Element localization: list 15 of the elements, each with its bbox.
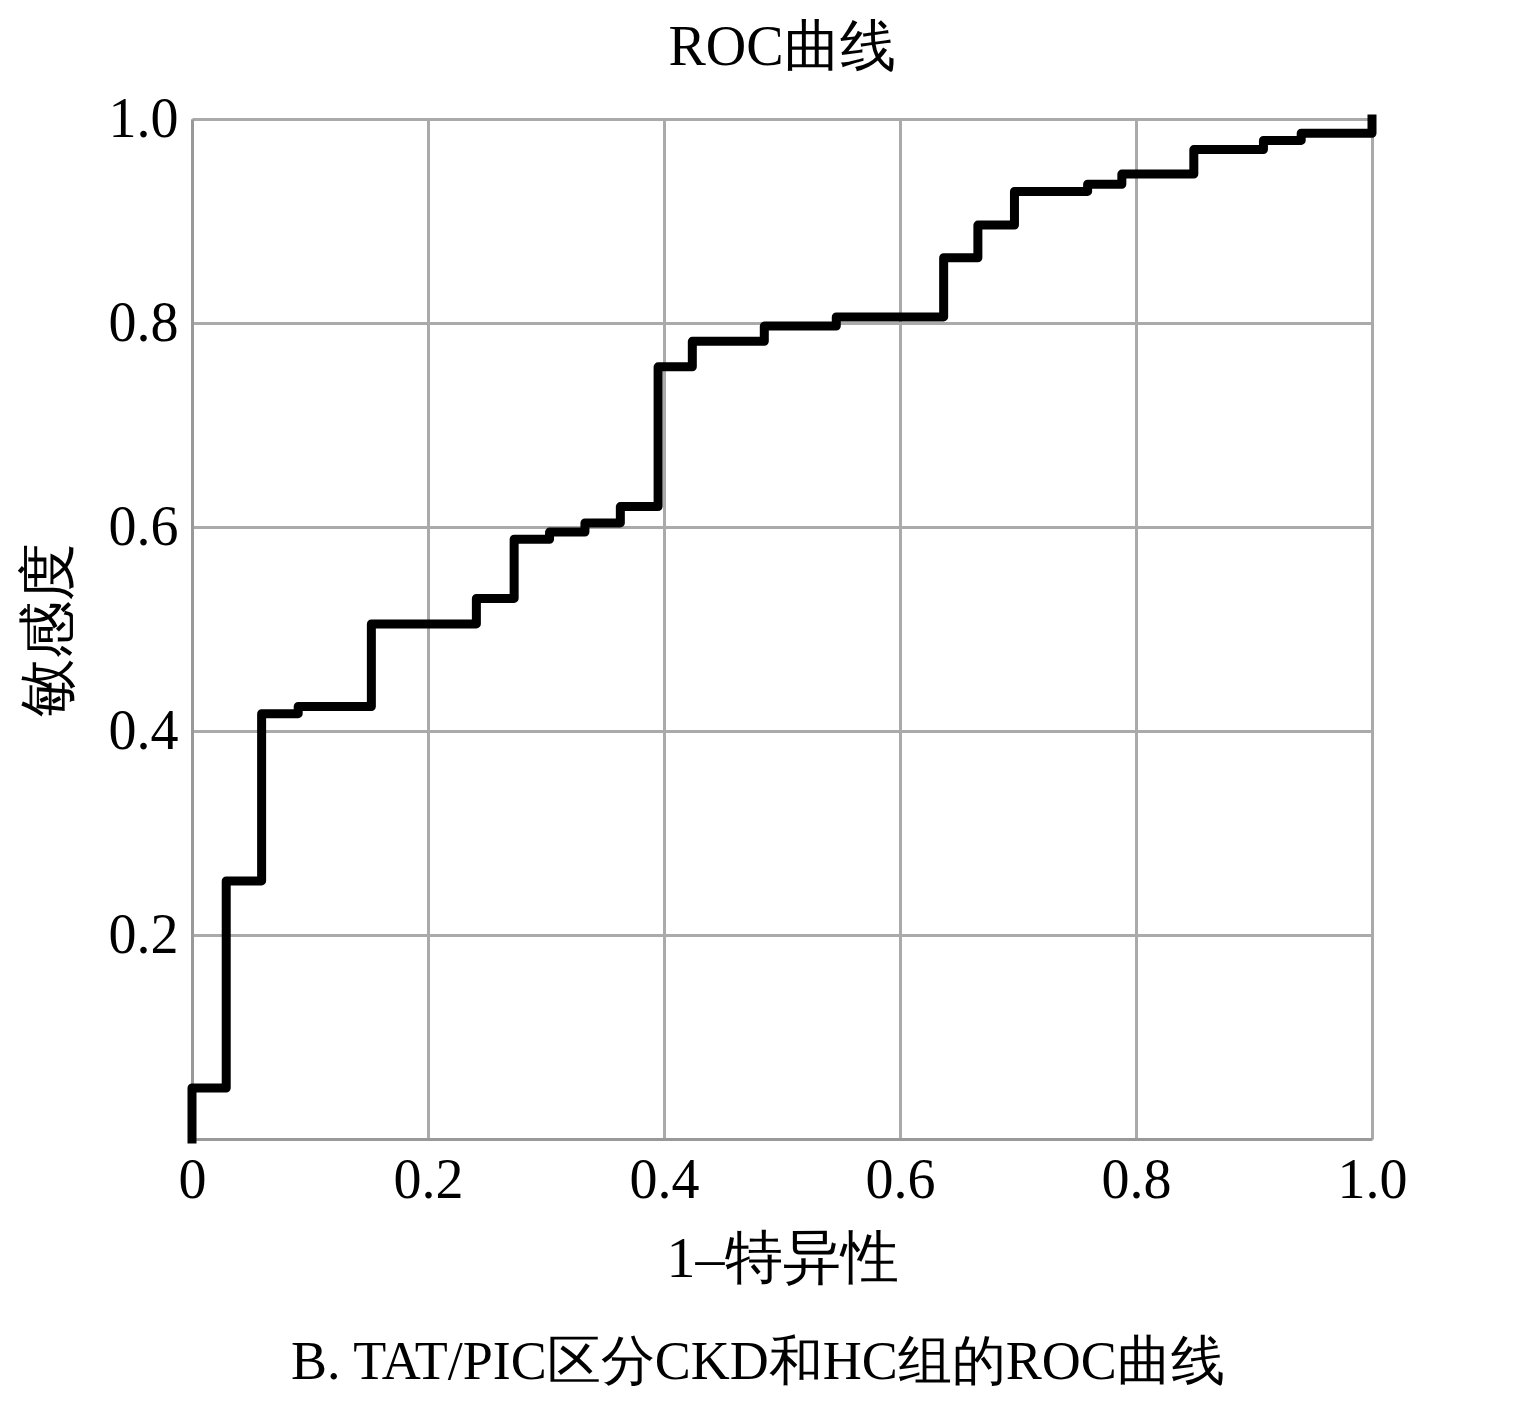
x-tick-label: 0.6	[865, 1147, 936, 1210]
y-tick-label: 0.6	[108, 494, 179, 557]
y-tick-label: 1.0	[108, 86, 179, 149]
x-tick-label: 0.4	[629, 1147, 700, 1210]
chart-title: ROC曲线	[668, 15, 896, 77]
x-axis-title: 1–特异性	[666, 1224, 899, 1290]
y-axis-title: 敏感度	[14, 542, 80, 717]
y-tick-label: 0.4	[108, 698, 179, 761]
y-tick-label: 0.2	[108, 902, 179, 965]
x-tick-label: 0.2	[393, 1147, 464, 1210]
y-tick-label: 0.8	[108, 290, 179, 353]
text: B. TAT/PIC区分CKD和HC组的ROC曲线	[290, 1330, 1226, 1393]
x-tick-label: 1.0	[1337, 1147, 1408, 1210]
x-tick-label: 0.8	[1101, 1147, 1172, 1210]
x-tick-label: 0	[178, 1147, 207, 1210]
